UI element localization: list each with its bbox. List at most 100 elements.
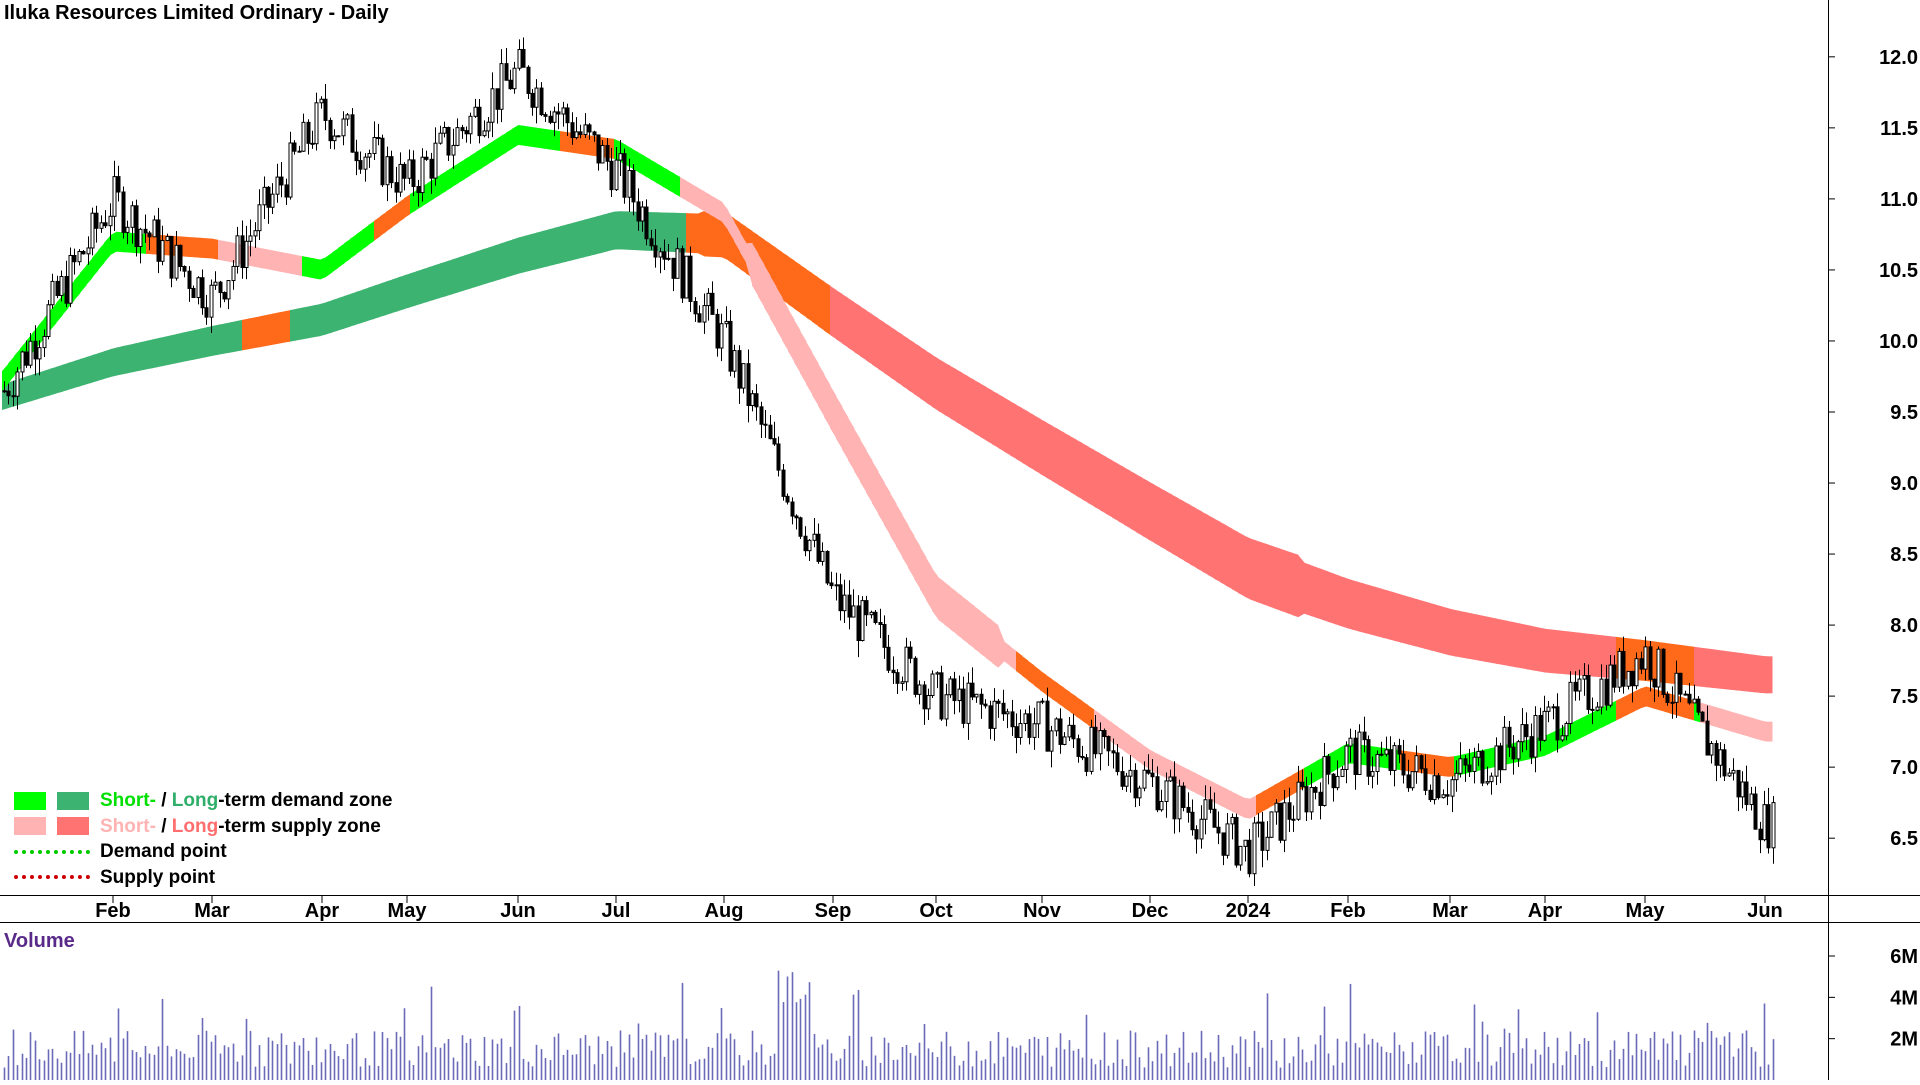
long-term-zone-segment (1034, 415, 1041, 474)
candle-body (1683, 693, 1688, 696)
legend-slash: / (155, 790, 172, 811)
candle-body (618, 153, 623, 161)
candle-body (292, 142, 297, 152)
long-term-zone-segment (1544, 628, 1551, 673)
candle-body (1238, 845, 1243, 866)
short-term-zone-segment (1304, 764, 1311, 788)
candle-body (147, 232, 152, 238)
candle-body (187, 270, 192, 289)
short-term-zone-segment (1004, 641, 1011, 667)
candle-body (376, 137, 381, 140)
candle-body (1225, 823, 1230, 856)
candle-body (253, 230, 258, 237)
short-term-zone-segment (1262, 788, 1269, 812)
candle-body (1419, 755, 1424, 770)
short-term-zone-segment (902, 514, 909, 568)
long-term-zone-segment (1160, 487, 1167, 551)
long-term-zone-segment (1442, 606, 1449, 655)
candle-body (1771, 802, 1776, 849)
long-term-zone-segment (1016, 404, 1023, 463)
long-term-zone-segment (950, 365, 957, 423)
short-term-zone-segment (1220, 785, 1227, 809)
long-term-zone-segment (1286, 550, 1293, 616)
candle-body (1670, 701, 1675, 704)
candle-body (1010, 711, 1015, 728)
candle-body (204, 307, 209, 318)
candle-body (94, 212, 99, 229)
candle-body (1661, 648, 1666, 695)
candle-body (1058, 718, 1063, 745)
long-term-zone-segment (350, 291, 357, 327)
long-term-zone-segment (1586, 633, 1593, 677)
long-term-zone-segment (434, 263, 441, 300)
candle-body (600, 144, 605, 164)
candle-body (728, 320, 733, 372)
short-term-zone-segment (308, 257, 315, 279)
candle-body (1370, 771, 1375, 777)
short-term-zone-segment (896, 503, 903, 558)
short-term-zone-segment (1130, 735, 1137, 760)
long-term-zone-segment (776, 247, 783, 300)
candle-body (948, 678, 953, 696)
long-term-zone-segment (1178, 498, 1185, 561)
long-term-zone-segment (1724, 650, 1731, 690)
candle-body (1120, 771, 1125, 787)
candle-body (152, 219, 157, 238)
candle-body (1375, 754, 1380, 773)
long-term-zone-segment (926, 350, 933, 407)
short-term-zone-segment (1430, 754, 1437, 776)
candle-body (649, 238, 654, 247)
short-term-zone-segment (824, 374, 831, 428)
candle-body (411, 159, 416, 188)
short-term-zone-segment (914, 535, 921, 590)
candle-body (1322, 756, 1327, 806)
short-term-zone-segment (1622, 694, 1629, 718)
candle-body (1489, 775, 1494, 783)
short-term-zone-segment (1244, 797, 1251, 819)
candle-body (240, 235, 245, 269)
candle-body (1406, 774, 1411, 789)
long-term-zone-segment (1292, 552, 1299, 618)
x-tick-label: Nov (1023, 900, 1062, 922)
short-term-zone-segment (1076, 696, 1083, 721)
candle-body (1362, 731, 1367, 741)
long-term-zone-segment (560, 224, 567, 264)
candle-body (1300, 781, 1305, 788)
candle-body (165, 235, 170, 242)
short-term-zone-segment (1286, 774, 1293, 799)
long-term-zone-segment (1070, 436, 1077, 496)
candle-body (1586, 675, 1591, 710)
candle-body (15, 371, 20, 397)
candle-body (1106, 735, 1111, 752)
long-term-zone-segment (110, 347, 117, 378)
short-term-zone-segment (944, 581, 951, 630)
candle-body (64, 275, 69, 304)
long-term-zone-segment (1376, 587, 1383, 638)
candle-body (666, 257, 671, 260)
long-term-zone-segment (1706, 648, 1713, 688)
candle-body (1436, 775, 1441, 799)
candle-body (1208, 799, 1213, 810)
long-term-zone-segment (266, 313, 273, 346)
candle-body (196, 277, 201, 299)
candle-body (1071, 724, 1076, 740)
long-term-zone-segment (1040, 418, 1047, 478)
candle-body (750, 393, 755, 407)
long-term-zone-segment (416, 269, 423, 306)
long-term-zone-segment (1310, 564, 1317, 618)
candle-body (1731, 769, 1736, 774)
short-term-zone-segment (536, 127, 543, 149)
volume-layer: 6M 4M 2M (3, 946, 1918, 1080)
candle-body (1560, 735, 1565, 741)
candle-body (169, 235, 174, 279)
long-term-zone-segment (1322, 569, 1329, 622)
candles-layer (2, 37, 1776, 887)
long-term-zone-segment (104, 349, 111, 379)
short-term-zone-segment (362, 225, 369, 250)
long-term-zone-segment (242, 318, 249, 351)
long-term-zone-segment (1166, 491, 1173, 554)
candle-body (143, 228, 148, 234)
candle-body (631, 169, 636, 203)
candle-body (213, 281, 218, 286)
long-term-zone-segment (836, 289, 843, 344)
